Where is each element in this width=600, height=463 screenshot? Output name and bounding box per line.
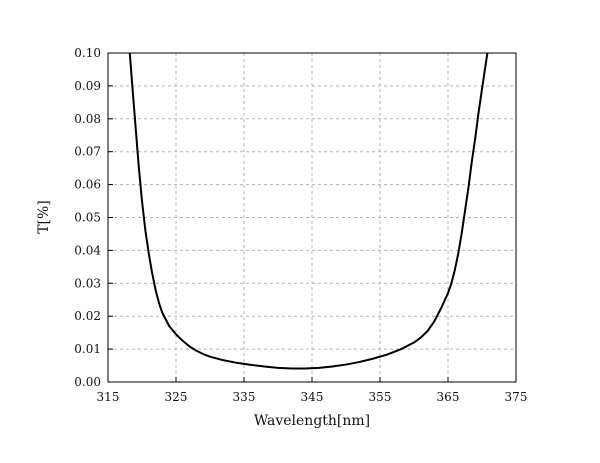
- y-tick-label: 0.10: [74, 46, 101, 60]
- y-tick-label: 0.07: [74, 145, 101, 159]
- series-layer: [130, 53, 488, 369]
- grid-layer: [108, 53, 516, 382]
- transmission-series-line: [130, 53, 488, 369]
- y-tick-label: 0.00: [74, 375, 101, 389]
- y-tick-label: 0.08: [74, 112, 101, 126]
- x-axis-label: Wavelength[nm]: [254, 413, 370, 429]
- y-axis-label: T[%]: [36, 200, 52, 234]
- y-tick-label: 0.05: [74, 211, 101, 225]
- x-tick-label: 355: [369, 390, 392, 404]
- x-tick-label: 335: [233, 390, 256, 404]
- y-tick-label: 0.01: [74, 342, 101, 356]
- x-tick-label: 365: [437, 390, 460, 404]
- y-tick-label: 0.09: [74, 79, 101, 93]
- tick-labels-layer: 315 325 335 345 355 365 375 0.00 0.01 0.02 0.03 0.0…: [74, 46, 527, 404]
- y-tick-label: 0.04: [74, 243, 101, 257]
- x-tick-label: 375: [505, 390, 528, 404]
- y-tick-label: 0.02: [74, 309, 101, 323]
- x-tick-label: 345: [301, 390, 324, 404]
- x-tick-label: 325: [165, 390, 188, 404]
- y-tick-label: 0.06: [74, 178, 101, 192]
- y-tick-label: 0.03: [74, 276, 101, 290]
- x-tick-label: 315: [97, 390, 120, 404]
